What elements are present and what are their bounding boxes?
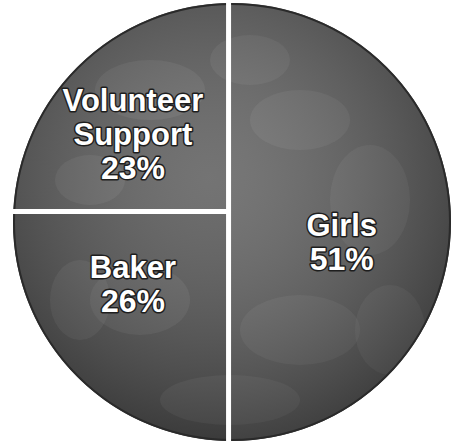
texture-bump — [240, 295, 360, 365]
divider — [226, 0, 231, 444]
slices — [13, 3, 451, 441]
data-label: 51% — [310, 241, 374, 277]
texture-bump — [210, 35, 290, 85]
slice — [229, 3, 451, 441]
slice — [13, 212, 229, 441]
slice-label: Baker — [90, 250, 176, 285]
texture-bump — [355, 285, 425, 375]
divider — [0, 209, 229, 214]
slice-label: VolunteerSupport — [63, 83, 204, 152]
slice-label: Girls — [306, 208, 377, 243]
chart: Girls51% Baker26% VolunteerSupport23% — [0, 0, 464, 444]
texture — [50, 35, 425, 425]
rim — [14, 4, 450, 440]
data-label: 26% — [101, 283, 165, 319]
data-label: 23% — [101, 150, 165, 186]
texture-bump — [250, 90, 350, 150]
shading — [13, 3, 451, 441]
